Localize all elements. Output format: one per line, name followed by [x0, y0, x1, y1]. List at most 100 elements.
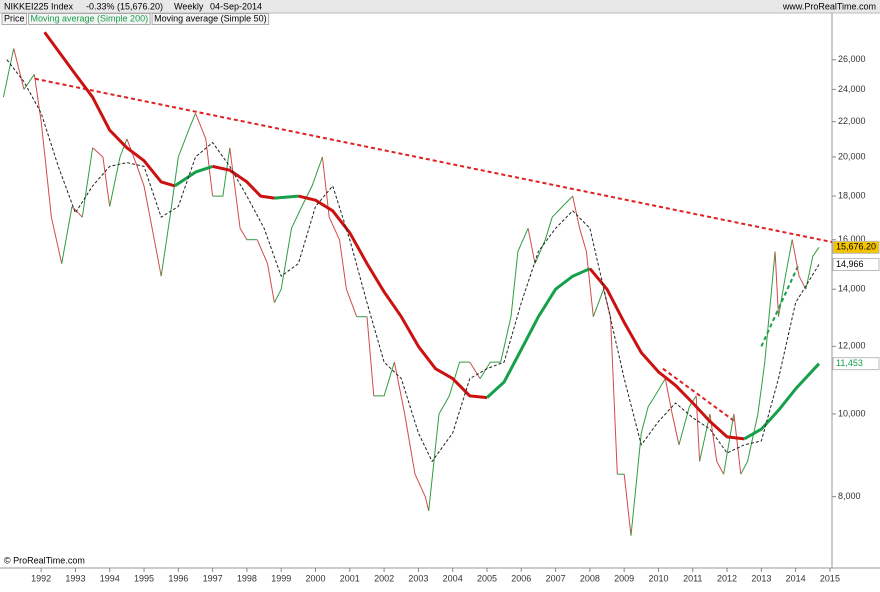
series-line: [743, 362, 821, 441]
x-tick-label: 2012: [717, 573, 737, 583]
x-tick-label: 2009: [614, 573, 634, 583]
series-line: [298, 194, 488, 400]
series-line: [174, 164, 214, 188]
series-line: [733, 413, 742, 475]
last-value-label: 14,966: [836, 259, 864, 269]
x-tick-label: 2006: [511, 573, 531, 583]
legend-box: [1, 13, 28, 25]
series-line: [709, 413, 725, 475]
x-tick-label: 2000: [305, 573, 325, 583]
y-tick-label: 14,000: [838, 284, 866, 294]
series-line: [321, 156, 358, 317]
series-line: [126, 138, 162, 277]
series-line: [61, 206, 73, 264]
source: www.ProRealTime.com: [782, 1, 876, 11]
series-line: [699, 413, 711, 462]
last-value-box: [832, 257, 880, 271]
y-tick-label: 22,000: [838, 116, 866, 126]
x-tick-label: 1999: [271, 573, 291, 583]
series-line: [778, 239, 793, 317]
legend-entry: Moving average (Simple 200): [31, 13, 149, 23]
series-line: [43, 31, 176, 188]
series-line: [160, 113, 196, 277]
last-value-label: 15,676.20: [836, 242, 876, 252]
legend-box: [151, 13, 270, 25]
trendline: [662, 367, 736, 423]
series-line: [2, 48, 15, 98]
series-line: [428, 361, 470, 511]
change: -0.33% (15,676.20): [86, 1, 163, 11]
series-line: [273, 156, 323, 303]
x-tick-label: 1992: [31, 573, 51, 583]
x-tick-label: 2001: [340, 573, 360, 583]
series-line: [71, 206, 83, 218]
x-tick-label: 2005: [477, 573, 497, 583]
x-tick-label: 1997: [203, 573, 223, 583]
y-tick-label: 18,000: [838, 190, 866, 200]
series-line: [229, 147, 248, 240]
series-line: [393, 362, 430, 512]
last-value-box: [832, 240, 880, 254]
series-line: [373, 361, 395, 397]
series-line: [212, 164, 275, 200]
series-line: [740, 251, 776, 475]
y-tick-label: 26,000: [838, 54, 866, 64]
series-line: [534, 195, 574, 264]
legend-box: [28, 13, 151, 25]
series-line: [23, 74, 35, 90]
series-line: [664, 378, 680, 446]
series-line: [805, 247, 820, 290]
x-tick-label: 2002: [374, 573, 394, 583]
x-tick-label: 2013: [751, 573, 771, 583]
series-line: [527, 228, 536, 264]
last-value-label: 11,453: [836, 358, 863, 368]
x-tick-label: 1993: [65, 573, 85, 583]
series-line: [630, 378, 666, 536]
x-tick-label: 2007: [546, 573, 566, 583]
x-tick-label: 2015: [820, 573, 840, 583]
date: 04-Sep-2014: [210, 1, 262, 11]
x-tick-label: 2003: [408, 573, 428, 583]
series-line: [479, 228, 529, 379]
series-line: [723, 413, 735, 475]
footer: © ProRealTime.com: [4, 555, 85, 565]
x-tick-label: 2014: [786, 573, 806, 583]
legend-entry: Moving average (Simple 50): [154, 13, 267, 23]
trendline: [34, 77, 833, 244]
period: Weekly: [174, 1, 204, 11]
y-tick-label: 16,000: [838, 234, 866, 244]
series-line: [572, 195, 594, 317]
chart-title: NIKKEI225 Index: [4, 1, 74, 11]
series-line: [6, 59, 820, 462]
series-line: [469, 361, 481, 379]
y-tick-label: 20,000: [838, 151, 866, 161]
y-tick-label: 8,000: [838, 491, 861, 501]
series-line: [678, 395, 697, 446]
series-line: [485, 267, 591, 399]
x-tick-label: 1996: [168, 573, 188, 583]
last-value-box: [832, 357, 880, 371]
y-tick-label: 12,000: [838, 341, 866, 351]
series-line: [274, 194, 299, 200]
series-line: [13, 48, 25, 90]
series-line: [92, 147, 111, 207]
x-tick-label: 1994: [100, 573, 120, 583]
legend-entry: Price: [4, 13, 25, 23]
series-line: [588, 267, 745, 441]
series-line: [33, 74, 63, 264]
series-line: [774, 251, 779, 317]
series-line: [81, 147, 94, 218]
series-line: [195, 113, 214, 197]
x-tick-label: 2008: [580, 573, 600, 583]
series-line: [366, 316, 375, 396]
series-line: [623, 474, 632, 536]
series-line: [791, 239, 807, 290]
x-tick-label: 1995: [134, 573, 154, 583]
y-tick-label: 24,000: [838, 84, 866, 94]
x-tick-label: 1998: [237, 573, 257, 583]
x-tick-label: 2004: [443, 573, 463, 583]
y-tick-label: 10,000: [838, 408, 866, 418]
